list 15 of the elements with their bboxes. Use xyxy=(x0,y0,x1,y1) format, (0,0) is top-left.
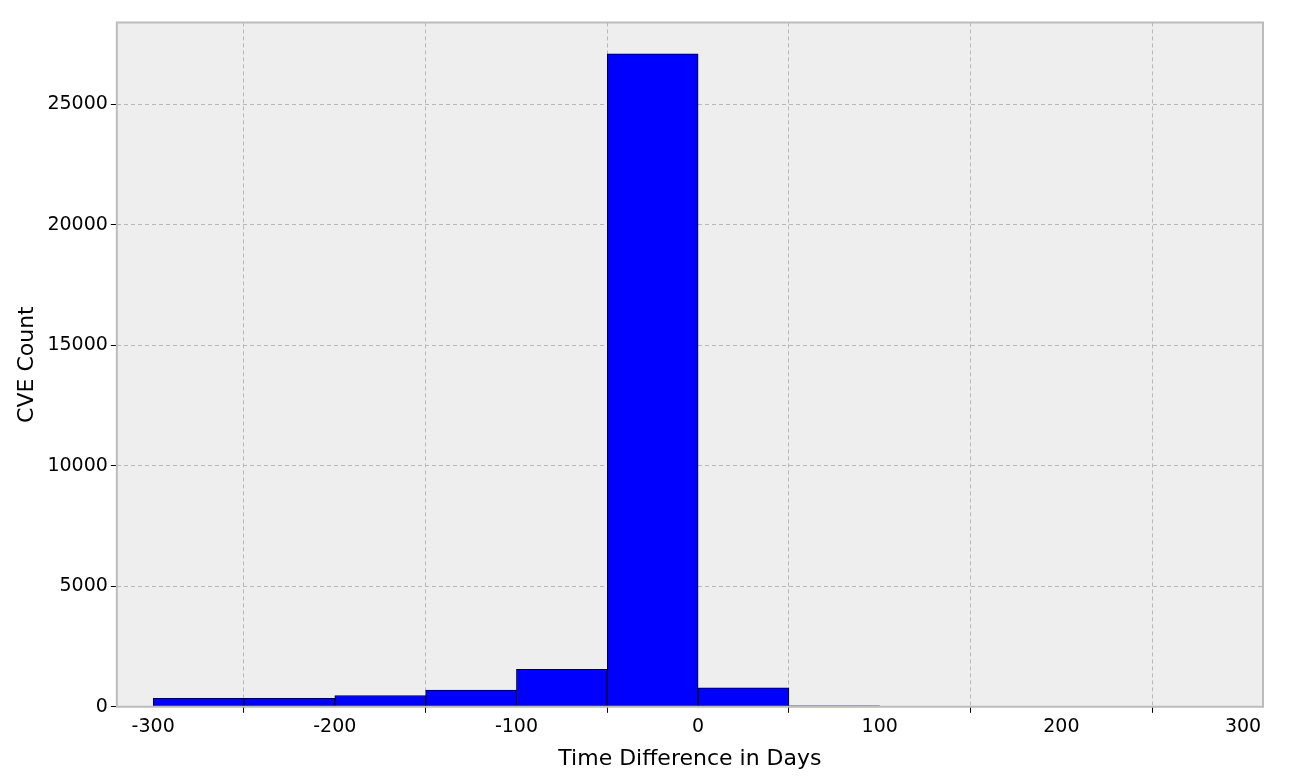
y-tick-label: 5000 xyxy=(59,573,108,596)
y-tick-label: 20000 xyxy=(47,211,108,234)
x-tick-label: -100 xyxy=(494,714,539,737)
x-axis-title: Time Difference in Days xyxy=(557,744,822,770)
x-tick-label: 0 xyxy=(692,714,705,737)
y-tick-label: 15000 xyxy=(47,332,108,355)
x-tick-label: 100 xyxy=(861,714,898,737)
x-tick-label: 300 xyxy=(1224,714,1262,737)
x-tick-label: 200 xyxy=(1043,714,1080,737)
y-tick-label: 0 xyxy=(95,693,108,716)
y-tick-label: 25000 xyxy=(47,91,108,114)
y-tick-label: 10000 xyxy=(47,452,108,475)
x-tick-label: -300 xyxy=(131,714,175,737)
x-tick-label: -200 xyxy=(313,714,357,737)
y-axis-title: CVE Count xyxy=(12,305,38,423)
